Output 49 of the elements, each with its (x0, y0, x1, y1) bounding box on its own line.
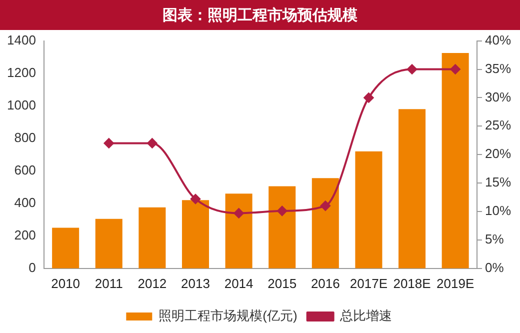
y-tick-label: 400 (14, 194, 36, 210)
x-tick-label: 2019E (436, 276, 474, 291)
x-tick-label: 2014 (224, 276, 254, 291)
chart-title: 图表：照明工程市场预估规模 (0, 0, 520, 30)
y-tick-label: 1400 (7, 32, 36, 48)
bar (355, 151, 382, 268)
bar (95, 218, 122, 268)
y2-tick-label: 0% (484, 260, 504, 275)
x-tick-label: 2017E (350, 276, 388, 291)
point (147, 138, 158, 148)
x-tick-label: 2010 (51, 276, 80, 291)
x-tick-label: 2018E (393, 276, 432, 291)
bar (182, 200, 210, 268)
x-tick-label: 2016 (310, 276, 340, 291)
point (277, 206, 288, 216)
point (234, 208, 244, 218)
bar (398, 109, 426, 268)
point (190, 194, 200, 204)
y2-tick-label: 30% (484, 89, 512, 104)
point (104, 138, 114, 148)
legend-label: 总比增速 (338, 308, 392, 324)
point (450, 64, 460, 74)
legend-label: 照明工程市场规模(亿元) (158, 308, 298, 324)
bar (442, 52, 469, 268)
point (320, 200, 330, 211)
point (364, 92, 374, 103)
y-tick-label: 0 (28, 260, 36, 275)
bar (52, 228, 80, 268)
y-tick-label: 800 (14, 130, 36, 145)
x-tick-label: 2011 (94, 276, 123, 291)
point (407, 64, 418, 74)
y2-tick-label: 20% (484, 146, 512, 162)
y2-tick-label: 5% (484, 232, 504, 247)
y-tick-label: 600 (14, 162, 36, 178)
y2-tick-label: 40% (484, 32, 512, 48)
y-tick-label: 1200 (7, 64, 36, 80)
y2-tick-label: 15% (484, 174, 512, 190)
x-tick-label: 2012 (138, 276, 167, 291)
x-tick-label: 2013 (181, 276, 210, 291)
y2-tick-label: 25% (484, 118, 512, 133)
y2-tick-label: 35% (484, 60, 512, 76)
bar (312, 178, 339, 268)
bar (225, 194, 252, 268)
y2-tick-label: 10% (484, 203, 512, 218)
y-tick-label: 1000 (7, 97, 36, 112)
bar (138, 207, 166, 268)
x-tick-label: 2015 (268, 276, 297, 291)
y-tick-label: 200 (14, 227, 36, 242)
bar (268, 186, 296, 268)
